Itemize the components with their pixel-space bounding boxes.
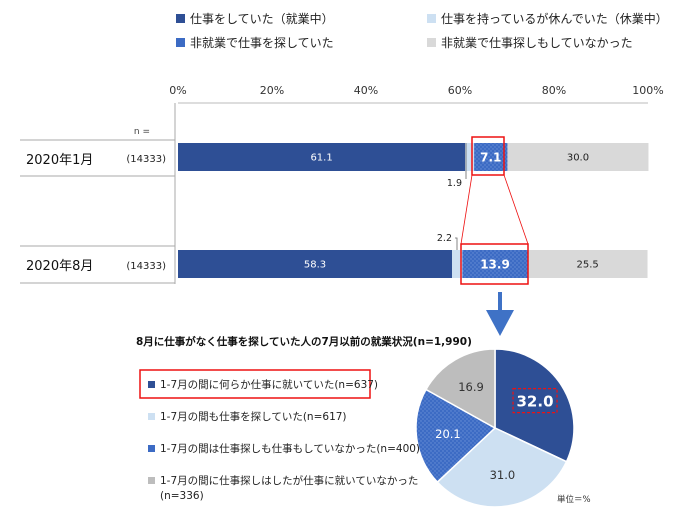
pie-label-highlight [512,388,558,414]
pie-slice [436,427,568,508]
pie-slice [494,348,575,463]
pie-legend-label-sought-no-job-n: (n=336) [160,490,204,502]
x-tick-label: 80% [542,84,566,97]
x-tick-label: 40% [354,84,378,97]
x-tick-label: 100% [632,84,663,97]
legend-swatch-employed [176,14,185,23]
legend-swatch-not-seeking [427,38,436,47]
legend-swatch-job-seeking [176,38,185,47]
pie-title: 8月に仕事がなく仕事を探していた人の7月以前の就業状況(n=1,990) [136,335,472,348]
pie-legend-item-inactive: 1-7月の間は仕事探しも仕事もしていなかった(n=400) [148,441,420,456]
pie-legend-swatch-sought-no-job [148,477,155,484]
legend-label-on-leave: 仕事を持っているが休んでいた（休業中） [441,12,668,26]
legend-label-employed: 仕事をしていた（就業中） [190,12,334,26]
legend-item-employed: 仕事をしていた（就業中） [176,10,334,27]
legend-item-on-leave: 仕事を持っているが休んでいた（休業中） [427,10,668,27]
bar-value-label: 58.3 [304,260,326,271]
pie-legend-swatch-kept-seeking [148,413,155,420]
pie-value-label: 20.1 [435,427,461,441]
legend-swatch-on-leave [427,14,436,23]
pie-unit: 単位＝% [557,494,591,505]
pie-legend-highlight [139,369,371,399]
pie-legend-item-kept-seeking: 1-7月の間も仕事を探していた(n=617) [148,409,347,424]
bar-value-label: 25.5 [576,260,598,271]
pie-legend-item-sought-no-job-n: (n=336) [160,490,204,502]
callout-aug: 2.2 [437,233,452,244]
bar-segment [462,250,528,278]
pie-legend-item-worked: 1-7月の間に何らか仕事に就いていた(n=637) [148,377,378,392]
highlight-box-jan [471,136,505,176]
pie-slice [415,388,497,484]
bar-segment [527,250,648,278]
zoom-line-right [503,174,529,245]
bar-segment [507,143,649,171]
row-n-aug: (14333) [126,261,166,272]
n-header: n = [134,127,150,137]
pie-value-label: 16.9 [458,380,484,394]
bar-value-label: 7.1 [480,151,501,165]
row-n-jan: (14333) [126,154,166,165]
x-tick-label: 60% [448,84,472,97]
down-arrow-icon [486,292,514,336]
row-label-jan: 2020年1月 [26,153,93,168]
pie-value-label: 31.0 [490,468,516,482]
bar-value-label: 30.0 [567,153,589,164]
highlight-box-aug [460,243,529,285]
pie-legend-label-sought-no-job: 1-7月の間に仕事探しはしたが仕事に就いていなかった [160,475,419,487]
legend-label-job-seeking: 非就業で仕事を探していた [190,36,334,50]
pie-legend-label-worked: 1-7月の間に何らか仕事に就いていた(n=637) [160,379,379,391]
zoom-line-left [460,174,473,245]
pie-legend-label-inactive: 1-7月の間は仕事探しも仕事もしていなかった(n=400) [160,443,421,455]
legend-item-not-seeking: 非就業で仕事探しもしていなかった [427,34,633,51]
pie-legend-swatch-inactive [148,445,155,452]
pie-legend-swatch-worked [148,381,155,388]
legend-item-job-seeking: 非就業で仕事を探していた [176,34,334,51]
bar-value-label: 61.1 [310,153,332,164]
bar-segment [178,143,466,171]
callout-jan: 1.9 [447,178,462,189]
bar-segment [178,250,453,278]
callout-line-aug [455,237,458,250]
row-label-aug: 2020年8月 [26,259,93,274]
x-tick-label: 0% [169,84,186,97]
bar-segment [452,250,463,278]
pie-legend-item-sought-no-job: 1-7月の間に仕事探しはしたが仕事に就いていなかった [148,473,418,488]
pie-slice [424,348,496,430]
x-tick-label: 20% [260,84,284,97]
pie-legend-label-kept-seeking: 1-7月の間も仕事を探していた(n=617) [160,411,347,423]
bar-value-label: 13.9 [480,258,510,272]
legend-label-not-seeking: 非就業で仕事探しもしていなかった [441,36,633,50]
bar-segment [474,143,508,171]
pie-value-label: 32.0 [517,393,554,411]
bar-segment [465,143,475,171]
